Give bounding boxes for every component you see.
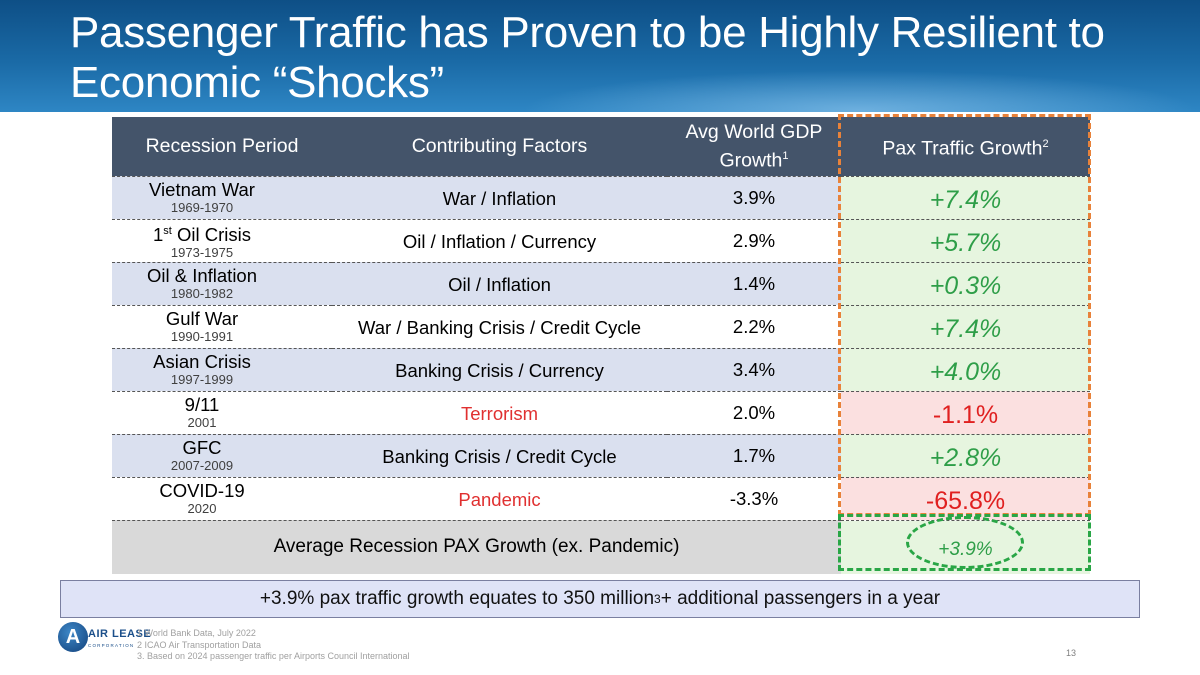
recession-table-wrap: Recession Period Contributing Factors Av… (112, 117, 1090, 574)
title-band-glow (520, 70, 1200, 112)
header-pax-footnote: 2 (1042, 138, 1049, 150)
period-name-ordinal: st (163, 224, 172, 237)
period-cell: 1st Oil Crisis 1973-1975 (112, 218, 332, 262)
table-row: 9/11 2001 Terrorism 2.0% -1.1% (112, 390, 1090, 434)
header-contributing-factors: Contributing Factors (332, 117, 667, 176)
gdp-cell: 1.4% (667, 261, 841, 305)
period-cell: Vietnam War 1969-1970 (112, 175, 332, 219)
gdp-cell: 3.9% (667, 175, 841, 219)
period-name: 9/11 (184, 394, 220, 415)
table-row: Gulf War 1990-1991 War / Banking Crisis … (112, 304, 1090, 348)
table-row: COVID-19 2020 Pandemic -3.3% -65.8% (112, 476, 1090, 520)
callout-text-before: +3.9% pax traffic growth equates to 350 … (259, 588, 655, 609)
footnote-1: 1 World Bank Data, July 2022 (137, 628, 256, 638)
table-row: GFC 2007-2009 Banking Crisis / Credit Cy… (112, 433, 1090, 477)
period-years: 1980-1982 (170, 286, 234, 301)
period-cell: COVID-19 2020 (112, 476, 332, 520)
period-years: 1990-1991 (170, 329, 234, 344)
footnote-2: 2 ICAO Air Transportation Data (137, 639, 262, 650)
period-name: Asian Crisis (153, 351, 251, 372)
callout-box: +3.9% pax traffic growth equates to 350 … (60, 580, 1140, 618)
gdp-cell: 1.7% (667, 433, 841, 477)
table-header-row: Recession Period Contributing Factors Av… (112, 117, 1090, 176)
period-name: COVID-19 (159, 480, 245, 501)
logo-mark-icon: A (58, 622, 88, 652)
period-name-rest: Oil Crisis (171, 224, 251, 246)
title-band: Passenger Traffic has Proven to be Highl… (0, 0, 1200, 112)
period-name: Gulf War (165, 308, 239, 329)
header-gdp-footnote: 1 (782, 150, 789, 162)
gdp-cell: -3.3% (667, 476, 841, 520)
callout-footnote: 3 (654, 592, 661, 606)
period-name: Oil & Inflation (146, 265, 258, 286)
period-years: 2001 (187, 415, 217, 430)
pax-cell: +7.4% (841, 304, 1090, 348)
factor-cell: Oil / Inflation (332, 261, 667, 305)
header-pax-label: Pax Traffic Growth (882, 137, 1043, 160)
period-years: 2020 (187, 501, 217, 516)
factor-cell: Banking Crisis / Credit Cycle (332, 433, 667, 477)
average-row: Average Recession PAX Growth (ex. Pandem… (112, 519, 1090, 574)
period-name: 1st Oil Crisis (112, 221, 332, 245)
period-cell: Oil & Inflation 1980-1982 (112, 261, 332, 305)
factor-cell: War / Banking Crisis / Credit Cycle (332, 304, 667, 348)
period-cell: 9/11 2001 (112, 390, 332, 434)
pax-cell: -65.8% (841, 476, 1090, 520)
factor-cell: War / Inflation (332, 175, 667, 219)
average-pax-value: +3.9% (841, 519, 1090, 574)
gdp-cell: 2.2% (667, 304, 841, 348)
pax-cell: +7.4% (841, 175, 1090, 219)
header-recession-period: Recession Period (112, 117, 332, 176)
callout-text-after: + additional passengers in a year (660, 588, 941, 609)
page-number: 13 (1066, 648, 1077, 658)
table-row: Oil & Inflation 1980-1982 Oil / Inflatio… (112, 261, 1090, 305)
gdp-cell: 2.9% (667, 218, 841, 262)
period-name-number: 1 (153, 224, 164, 246)
table-row: Vietnam War 1969-1970 War / Inflation 3.… (112, 175, 1090, 219)
logo-wordmark: AIR LEASE (88, 628, 152, 640)
header-gdp-label: Avg World GDP Growth (685, 121, 823, 172)
period-cell: Asian Crisis 1997-1999 (112, 347, 332, 391)
table-row: 1st Oil Crisis 1973-1975 Oil / Inflation… (112, 218, 1090, 262)
period-cell: GFC 2007-2009 (112, 433, 332, 477)
footnotes: 1 World Bank Data, July 2022 2 ICAO Air … (137, 628, 410, 663)
factor-cell: Terrorism (332, 390, 667, 434)
gdp-cell: 3.4% (667, 347, 841, 391)
period-years: 1969-1970 (170, 200, 234, 215)
period-years: 1973-1975 (170, 245, 234, 261)
period-years: 2007-2009 (170, 458, 234, 473)
period-cell: Gulf War 1990-1991 (112, 304, 332, 348)
average-label: Average Recession PAX Growth (ex. Pandem… (112, 519, 841, 574)
pax-cell: +0.3% (841, 261, 1090, 305)
pax-cell: +4.0% (841, 347, 1090, 391)
pax-cell: +5.7% (841, 218, 1090, 262)
factor-cell: Pandemic (332, 476, 667, 520)
air-lease-logo: A AIR LEASE CORPORATION (58, 622, 151, 656)
factor-cell: Banking Crisis / Currency (332, 347, 667, 391)
slide-title: Passenger Traffic has Proven to be Highl… (70, 8, 1105, 107)
recession-table: Recession Period Contributing Factors Av… (112, 117, 1090, 574)
footnote-3: 3. Based on 2024 passenger traffic per A… (137, 651, 410, 661)
header-gdp-growth: Avg World GDP Growth1 (667, 117, 841, 176)
table-row: Asian Crisis 1997-1999 Banking Crisis / … (112, 347, 1090, 391)
period-name: Vietnam War (149, 179, 255, 200)
period-name: GFC (182, 437, 222, 458)
header-pax-growth: Pax Traffic Growth2 (841, 117, 1090, 176)
pax-cell: -1.1% (841, 390, 1090, 434)
pax-cell: +2.8% (841, 433, 1090, 477)
logo-subtitle: CORPORATION (88, 643, 135, 648)
period-years: 1997-1999 (170, 372, 234, 387)
factor-cell: Oil / Inflation / Currency (332, 218, 667, 262)
gdp-cell: 2.0% (667, 390, 841, 434)
